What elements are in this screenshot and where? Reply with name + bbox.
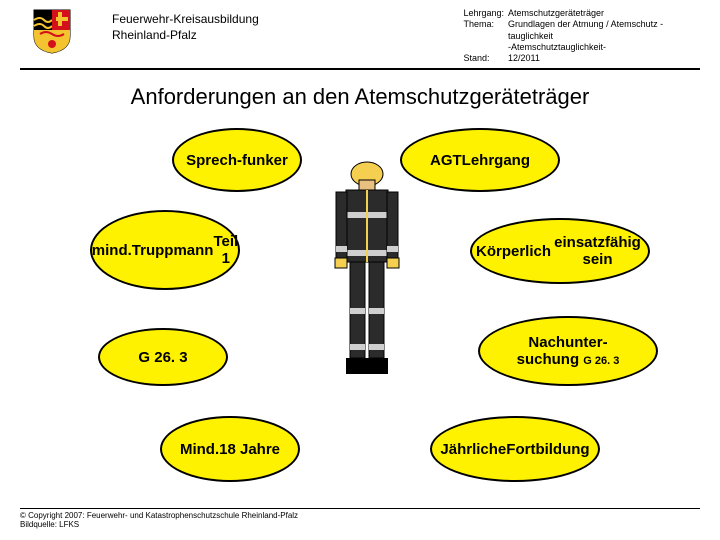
crest-icon: [32, 8, 72, 54]
lehrgang-label: Lehrgang:: [463, 8, 504, 19]
lehrgang-value: Atemschutzgeräteträger: [508, 8, 688, 19]
requirement-truppmann: mind.TruppmannTeil 1: [90, 210, 240, 290]
header-meta: Lehrgang: Atemschutzgeräteträger Thema: …: [463, 8, 688, 64]
page-title: Anforderungen an den Atemschutzgeräteträ…: [0, 84, 720, 110]
thema-value: Grundlagen der Atmung / Atemschutz - tau…: [508, 19, 688, 53]
firefighter-icon: [332, 158, 402, 388]
requirement-sprechfunker: Sprech-funker: [172, 128, 302, 192]
footer: © Copyright 2007: Feuerwehr- und Katastr…: [20, 508, 700, 530]
requirement-fortbildung: JährlicheFortbildung: [430, 416, 600, 482]
stand-label: Stand:: [463, 53, 504, 64]
requirement-nachunter: Nachunter-suchung G 26. 3: [478, 316, 658, 386]
stand-value: 12/2011: [508, 53, 688, 64]
requirements-diagram: Sprech-funker AGTLehrgang mind.TruppmannTe…: [0, 118, 720, 498]
org-line2: Rheinland-Pfalz: [112, 28, 463, 44]
thema-label: Thema:: [463, 19, 504, 30]
org-line1: Feuerwehr-Kreisausbildung: [112, 12, 463, 28]
header-bar: Feuerwehr-Kreisausbildung Rheinland-Pfal…: [20, 0, 700, 70]
requirement-g263: G 26. 3: [98, 328, 228, 386]
copyright-line: © Copyright 2007: Feuerwehr- und Katastr…: [20, 511, 700, 521]
requirement-mind18: Mind.18 Jahre: [160, 416, 300, 482]
requirement-koerperlich: Körperlicheinsatzfähig sein: [470, 218, 650, 284]
image-source-line: Bildquelle: LFKS: [20, 520, 700, 530]
requirement-agt: AGTLehrgang: [400, 128, 560, 192]
header-org: Feuerwehr-Kreisausbildung Rheinland-Pfal…: [72, 8, 463, 43]
